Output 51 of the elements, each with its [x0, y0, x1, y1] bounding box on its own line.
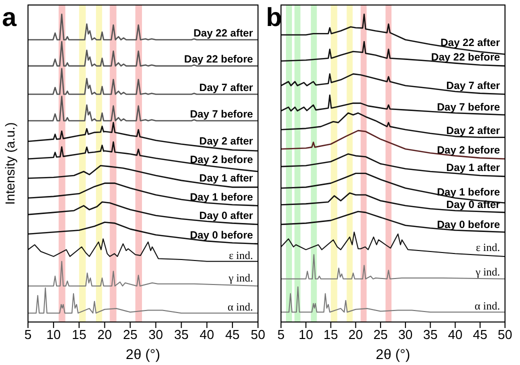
series-label: Day 1 before: [190, 191, 254, 204]
x-tick-label: 30: [398, 327, 413, 342]
x-tick-label: 35: [423, 327, 438, 342]
series-label: Day 7 before: [190, 108, 254, 120]
series-label: Day 0 after: [446, 199, 500, 212]
series-label: Day 7 after: [446, 80, 500, 92]
x-tick-label: 50: [498, 327, 512, 342]
series-label: Day 2 after: [446, 124, 500, 137]
chart-title: b: [266, 2, 282, 32]
x-tick-label: 30: [148, 327, 164, 342]
series-label: Day 22 after: [440, 36, 500, 49]
series-label: Day 0 before: [436, 218, 500, 231]
series-label: γ ind.: [474, 266, 500, 278]
series-label: α ind.: [228, 302, 254, 314]
series-label: Day 7 before: [436, 102, 500, 114]
x-tick-label: 10: [298, 327, 314, 342]
series-label: Day 22 after: [193, 27, 253, 40]
series-label: ε ind.: [228, 250, 254, 262]
chart-title: a: [2, 2, 16, 32]
x-tick-label: 45: [472, 327, 488, 342]
series-label: Day 0 before: [190, 230, 254, 242]
x-tick-label: 45: [225, 327, 240, 342]
x-tick-label: 20: [97, 327, 112, 342]
series-label: γ ind.: [228, 272, 254, 284]
x-tick-label: 20: [348, 327, 363, 342]
series-label: Day 22 before: [184, 54, 254, 66]
x-tick-label: 50: [250, 327, 266, 342]
x-tick-label: 5: [24, 327, 32, 342]
series-label: Day 22 before: [431, 52, 500, 64]
series-label: Day 1 before: [436, 186, 500, 198]
x-tick-label: 40: [448, 327, 462, 342]
x-tick-label: 35: [174, 327, 189, 342]
series-label: Day 2 after: [199, 136, 253, 148]
x-tick-label: 25: [122, 327, 138, 342]
series-label: Day 1 after: [199, 172, 253, 185]
series-label: Day 1 after: [446, 162, 500, 174]
series-label: Day 7 after: [199, 82, 253, 94]
x-axis-title: 2θ (°): [126, 346, 160, 362]
series-label: Day 2 before: [436, 144, 500, 156]
x-tick-label: 15: [324, 327, 338, 342]
x-tick-label: 40: [200, 327, 214, 342]
x-axis-title: 2θ (°): [376, 346, 410, 362]
series-label: Day 2 before: [190, 154, 254, 166]
x-tick-label: 25: [373, 327, 388, 342]
x-tick-label: 10: [46, 327, 61, 342]
series-label: ε ind.: [476, 242, 500, 254]
x-tick-label: 15: [72, 327, 86, 342]
series-label: Day 0 after: [199, 210, 253, 222]
y-axis-title: Intensity (a.u.): [2, 122, 18, 205]
x-tick-label: 5: [277, 327, 285, 342]
series-label: α ind.: [474, 300, 500, 313]
